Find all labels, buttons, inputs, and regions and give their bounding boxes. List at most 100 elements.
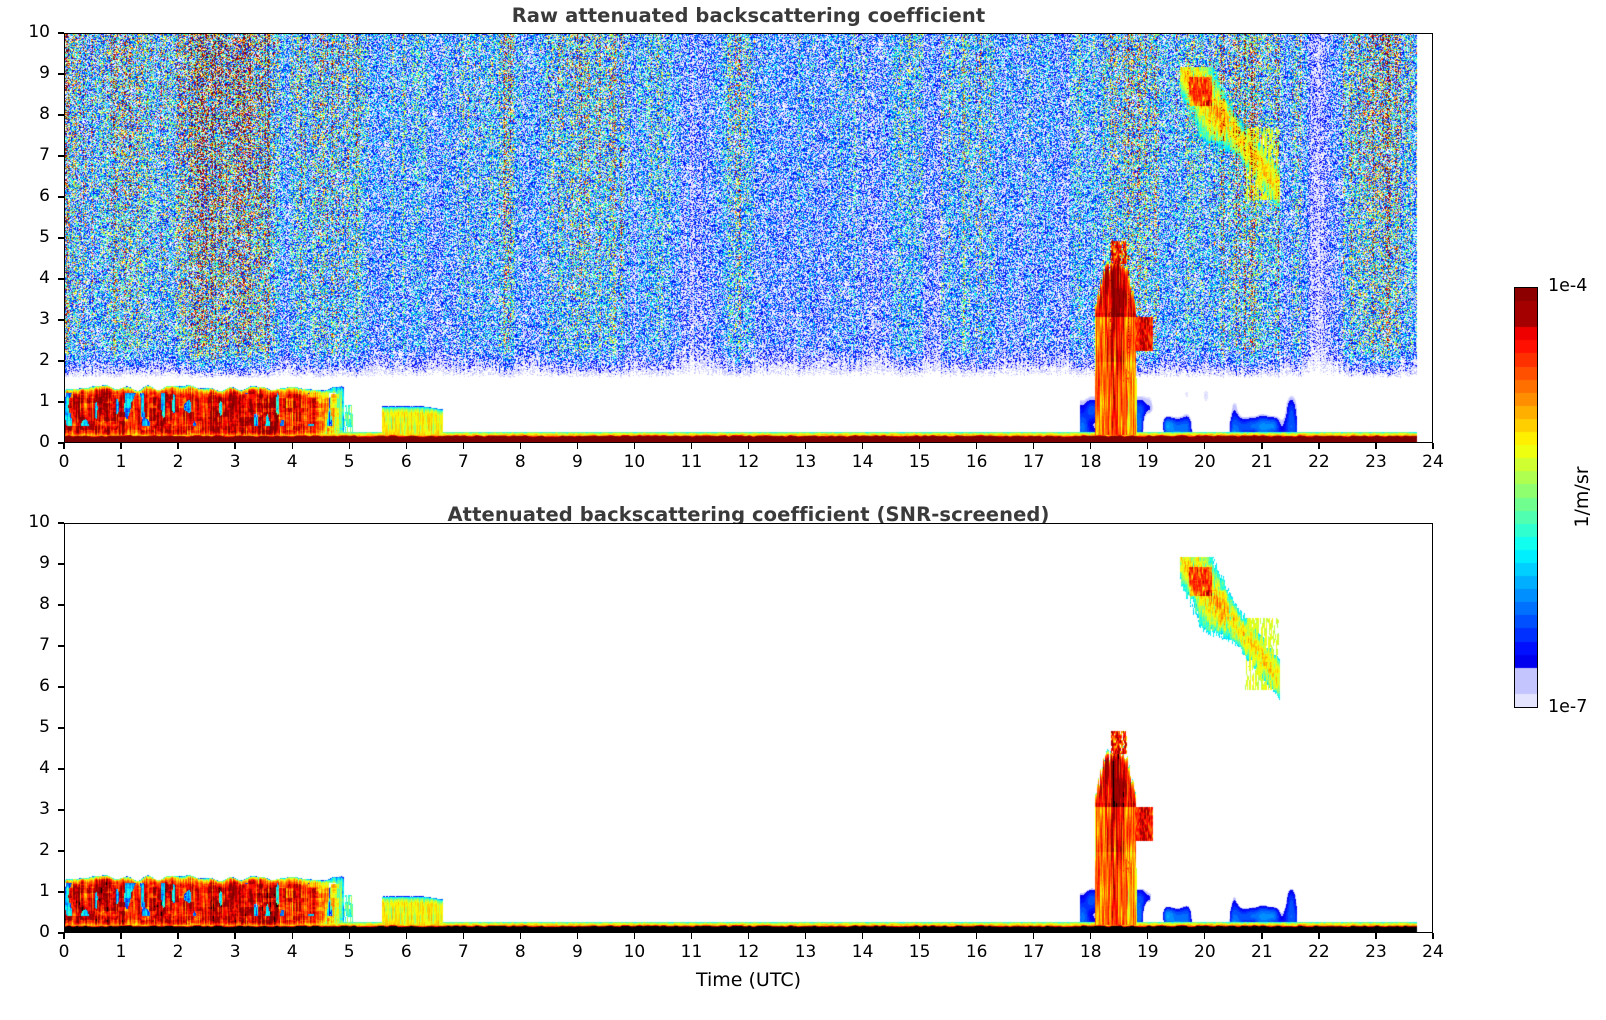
xtick-label-raw-21: 21 xyxy=(1251,452,1273,472)
xtick-label-raw-11: 11 xyxy=(680,452,703,472)
heatmap-canvas-raw xyxy=(65,34,1432,442)
ytick-raw-9 xyxy=(58,73,64,75)
xtick-label-raw-17: 17 xyxy=(1022,452,1045,472)
xtick-label-raw-4: 4 xyxy=(286,452,298,472)
xtick-screened-16 xyxy=(976,933,978,939)
xtick-raw-10 xyxy=(633,443,636,449)
colorbar xyxy=(1514,287,1538,708)
colorbar-gradient xyxy=(1515,288,1537,707)
xtick-label-raw-18: 18 xyxy=(1079,452,1102,472)
heatmap-canvas-screened xyxy=(65,524,1432,932)
ytick-label-raw-4: 4 xyxy=(39,268,50,288)
xtick-label-screened-24: 24 xyxy=(1422,942,1444,962)
xtick-raw-12 xyxy=(747,443,750,449)
xtick-label-raw-0: 0 xyxy=(58,452,70,472)
ytick-screened-7 xyxy=(58,645,64,647)
xtick-screened-18 xyxy=(1090,933,1092,939)
xtick-screened-14 xyxy=(861,933,864,939)
xtick-label-screened-23: 23 xyxy=(1365,942,1387,962)
ytick-raw-7 xyxy=(58,155,64,157)
xtick-label-screened-19: 19 xyxy=(1136,942,1159,962)
xtick-label-raw-6: 6 xyxy=(400,452,412,472)
xtick-raw-2 xyxy=(177,443,179,449)
ytick-label-screened-10: 10 xyxy=(28,512,50,532)
xtick-screened-5 xyxy=(348,933,350,939)
xtick-screened-15 xyxy=(918,933,921,939)
ytick-label-raw-8: 8 xyxy=(39,104,50,124)
xtick-raw-24 xyxy=(1432,443,1434,449)
xaxis-label-screened: Time (UTC) xyxy=(695,969,802,991)
xtick-raw-17 xyxy=(1033,443,1035,449)
xtick-screened-24 xyxy=(1432,933,1434,939)
colorbar-min-label: 1e-7 xyxy=(1548,697,1588,717)
ytick-label-raw-6: 6 xyxy=(39,186,50,206)
xtick-screened-12 xyxy=(747,933,750,939)
xtick-raw-7 xyxy=(462,443,464,449)
ytick-raw-0 xyxy=(58,442,64,444)
ytick-screened-9 xyxy=(58,563,64,565)
xtick-raw-16 xyxy=(976,443,978,449)
xtick-raw-3 xyxy=(234,443,236,449)
ytick-screened-2 xyxy=(58,850,64,852)
ytick-label-screened-5: 5 xyxy=(39,717,50,737)
colorbar-unit-label: 1/m/sr xyxy=(1571,465,1593,528)
ytick-raw-1 xyxy=(58,401,64,403)
xtick-raw-0 xyxy=(63,443,65,449)
ytick-label-screened-1: 1 xyxy=(39,881,50,901)
xtick-screened-2 xyxy=(177,933,179,939)
xtick-label-screened-6: 6 xyxy=(400,942,412,962)
xtick-raw-9 xyxy=(576,443,579,449)
xtick-label-screened-5: 5 xyxy=(343,942,355,962)
ytick-screened-10 xyxy=(58,522,64,524)
ytick-screened-4 xyxy=(58,768,64,770)
ytick-label-raw-0: 0 xyxy=(39,432,50,452)
ytick-screened-8 xyxy=(58,604,64,606)
xtick-label-screened-10: 10 xyxy=(623,942,646,962)
xtick-screened-23 xyxy=(1375,933,1377,939)
plot-area-screened xyxy=(64,523,1433,933)
xtick-raw-1 xyxy=(120,443,122,449)
xtick-screened-8 xyxy=(519,933,521,939)
ytick-label-screened-6: 6 xyxy=(39,676,50,696)
xtick-label-raw-9: 9 xyxy=(571,452,583,472)
xtick-label-screened-21: 21 xyxy=(1251,942,1273,962)
xtick-label-raw-5: 5 xyxy=(343,452,355,472)
xtick-label-screened-11: 11 xyxy=(680,942,703,962)
ytick-label-screened-3: 3 xyxy=(39,799,50,819)
ytick-screened-0 xyxy=(58,932,64,934)
xtick-label-raw-2: 2 xyxy=(172,452,184,472)
ytick-raw-10 xyxy=(58,32,64,34)
xtick-label-screened-16: 16 xyxy=(965,942,988,962)
xtick-screened-0 xyxy=(63,933,65,939)
xtick-label-raw-3: 3 xyxy=(229,452,241,472)
ytick-screened-3 xyxy=(58,809,64,811)
panel-title-raw: Raw attenuated backscattering coefficien… xyxy=(511,4,986,27)
xtick-screened-13 xyxy=(804,933,807,939)
xtick-label-screened-4: 4 xyxy=(286,942,298,962)
ytick-label-screened-7: 7 xyxy=(39,635,50,655)
ytick-raw-8 xyxy=(58,114,64,116)
xtick-label-raw-10: 10 xyxy=(623,452,646,472)
ytick-raw-6 xyxy=(58,196,64,198)
ytick-raw-3 xyxy=(58,319,64,321)
xtick-screened-22 xyxy=(1318,933,1320,939)
xtick-raw-23 xyxy=(1375,443,1377,449)
xtick-raw-20 xyxy=(1204,443,1206,449)
xtick-label-screened-20: 20 xyxy=(1194,942,1216,962)
ytick-screened-1 xyxy=(58,891,64,893)
xtick-raw-6 xyxy=(405,443,407,449)
plot-area-raw xyxy=(64,33,1433,443)
ytick-label-raw-5: 5 xyxy=(39,227,50,247)
ytick-label-raw-1: 1 xyxy=(39,391,50,411)
xtick-label-raw-20: 20 xyxy=(1194,452,1216,472)
xtick-label-screened-14: 14 xyxy=(851,942,874,962)
ytick-raw-4 xyxy=(58,278,64,280)
xtick-label-raw-24: 24 xyxy=(1422,452,1444,472)
xtick-raw-8 xyxy=(519,443,521,449)
ytick-label-raw-7: 7 xyxy=(39,145,50,165)
xtick-screened-10 xyxy=(633,933,636,939)
xtick-label-raw-22: 22 xyxy=(1308,452,1330,472)
xtick-label-raw-19: 19 xyxy=(1136,452,1159,472)
ytick-label-screened-8: 8 xyxy=(39,594,50,614)
